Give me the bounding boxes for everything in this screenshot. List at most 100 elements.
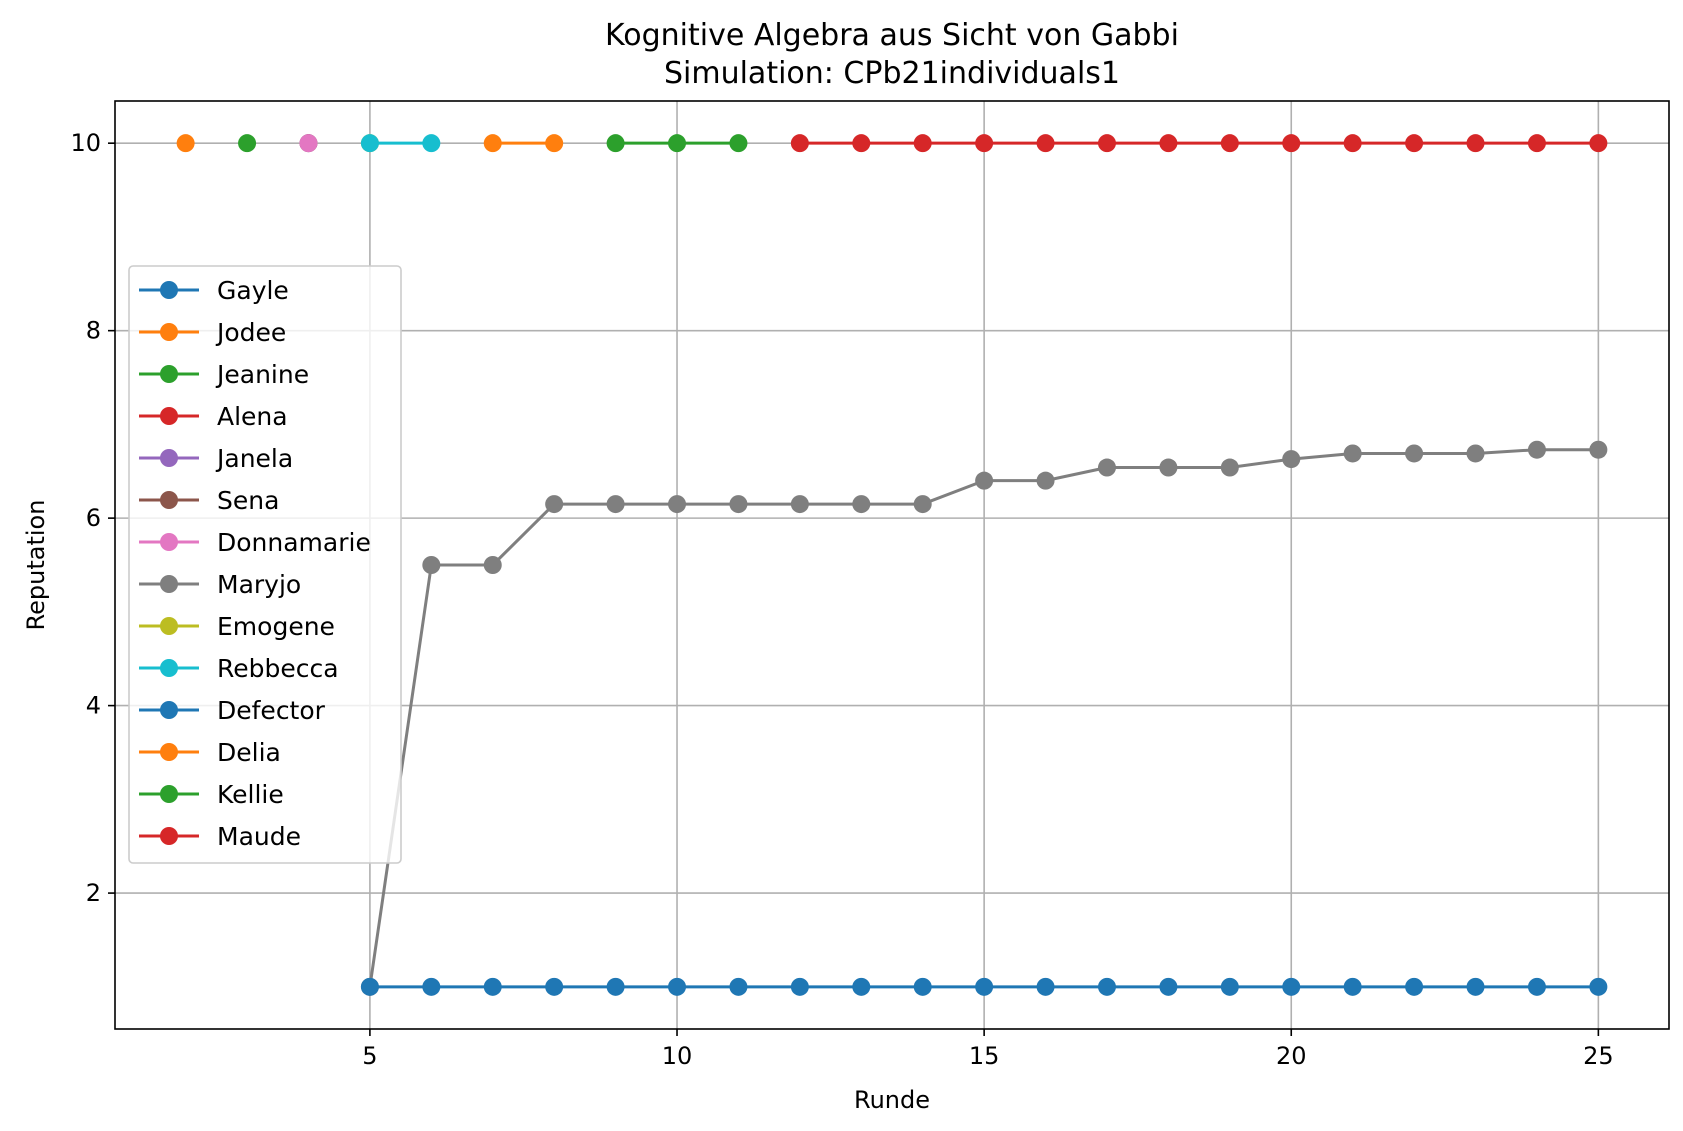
data-point — [729, 977, 748, 996]
data-point — [668, 134, 687, 153]
x-tick-label: 20 — [1276, 1042, 1307, 1070]
data-point — [422, 977, 441, 996]
legend-marker — [160, 785, 178, 803]
data-point — [729, 134, 748, 153]
legend-item: Donnamarie — [139, 528, 371, 557]
data-point — [422, 556, 441, 574]
legend-marker — [160, 449, 178, 467]
legend-label: Defector — [217, 696, 326, 725]
chart-subtitle: Simulation: CPb21individuals1 — [664, 56, 1120, 91]
series-maryjo — [360, 440, 1608, 996]
x-axis-label: Runde — [854, 1086, 930, 1114]
legend-label: Kellie — [217, 780, 284, 809]
data-point — [1405, 134, 1424, 153]
data-point — [483, 556, 502, 574]
data-point — [176, 134, 195, 153]
data-point — [1527, 977, 1546, 996]
legend-label: Jodee — [215, 318, 286, 347]
series-jeanine — [238, 134, 257, 153]
data-point — [1036, 471, 1055, 490]
legend-label: Jeanine — [215, 360, 309, 389]
data-point — [790, 134, 809, 153]
legend-item: Kellie — [139, 780, 284, 809]
data-point — [545, 495, 564, 514]
legend-marker — [160, 743, 178, 761]
data-point — [1589, 134, 1608, 153]
data-point — [1343, 134, 1362, 153]
data-point — [1405, 977, 1424, 996]
data-point — [1527, 440, 1546, 459]
legend: Gayle Jodee Jeanine Alena Janela Sena Donnamar… — [128, 265, 402, 864]
series-defector — [360, 977, 1608, 996]
data-point — [975, 471, 994, 490]
data-point — [1036, 977, 1055, 996]
series-kellie — [606, 134, 748, 153]
legend-marker — [160, 281, 178, 299]
x-tick-label: 10 — [662, 1042, 693, 1070]
data-point — [913, 977, 932, 996]
y-axis-label: Reputation — [22, 500, 50, 631]
data-point — [1466, 134, 1485, 153]
legend-item: Emogene — [139, 612, 335, 641]
data-point — [668, 495, 687, 514]
y-tick-label: 6 — [86, 504, 101, 532]
legend-label: Emogene — [217, 612, 335, 641]
x-tick-label: 25 — [1583, 1042, 1614, 1070]
data-point — [1036, 134, 1055, 153]
data-point — [1466, 977, 1485, 996]
legend-item: Jeanine — [139, 360, 309, 389]
series-maude — [790, 134, 1608, 153]
axis-ticks: 5 10 15 20 25 2 4 6 8 10 — [70, 129, 1613, 1070]
series-delia — [483, 134, 564, 153]
legend-marker — [160, 659, 178, 677]
legend-item: Defector — [139, 696, 326, 725]
data-point — [545, 977, 564, 996]
data-point — [1343, 444, 1362, 463]
legend-label: Donnamarie — [217, 528, 371, 557]
data-point — [360, 977, 379, 996]
legend-label: Rebbecca — [217, 654, 339, 683]
data-point — [790, 495, 809, 514]
data-point — [1097, 134, 1116, 153]
legend-item: Sena — [139, 486, 279, 515]
data-point — [1220, 134, 1239, 153]
data-point — [1220, 458, 1239, 477]
legend-label: Maude — [217, 822, 301, 851]
y-tick-label: 4 — [86, 692, 101, 720]
data-point — [975, 134, 994, 153]
legend-marker — [160, 575, 178, 593]
y-tick-label: 8 — [86, 317, 101, 345]
data-point — [606, 495, 625, 514]
legend-box — [128, 265, 402, 864]
data-point — [422, 134, 441, 153]
data-point — [1466, 444, 1485, 463]
data-point — [852, 134, 871, 153]
data-point — [299, 134, 318, 153]
data-point — [483, 977, 502, 996]
data-point — [238, 134, 257, 153]
data-point — [852, 977, 871, 996]
legend-marker — [160, 701, 178, 719]
legend-marker — [160, 491, 178, 509]
legend-label: Gayle — [217, 276, 289, 305]
legend-item: Alena — [139, 402, 288, 431]
data-point — [729, 495, 748, 514]
data-point — [1282, 977, 1301, 996]
data-point — [1282, 450, 1301, 469]
legend-marker — [160, 533, 178, 551]
legend-label: Maryjo — [217, 570, 301, 599]
legend-marker — [160, 407, 178, 425]
legend-label: Delia — [217, 738, 281, 767]
data-point — [1097, 458, 1116, 477]
data-point — [790, 977, 809, 996]
chart-title: Kognitive Algebra aus Sicht von Gabbi — [605, 18, 1179, 53]
data-point — [913, 134, 932, 153]
data-point — [545, 134, 564, 153]
data-point — [1159, 977, 1178, 996]
legend-item: Janela — [139, 444, 293, 473]
data-point — [1589, 977, 1608, 996]
data-point — [1527, 134, 1546, 153]
data-point — [360, 134, 379, 153]
series-jodee — [176, 134, 195, 153]
